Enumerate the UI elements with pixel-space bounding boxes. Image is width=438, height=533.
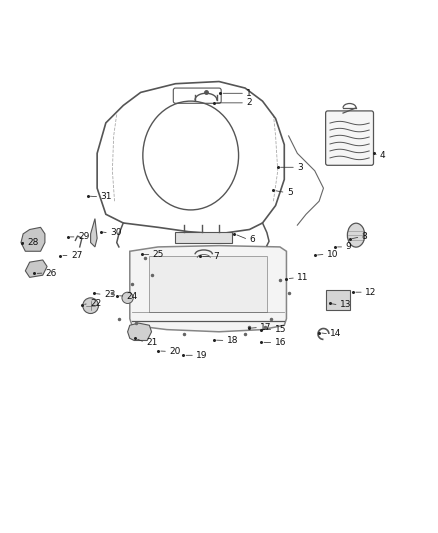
Text: 8: 8 [362, 232, 367, 241]
Ellipse shape [347, 223, 365, 247]
FancyBboxPatch shape [325, 290, 350, 310]
Text: 17: 17 [260, 323, 272, 332]
Text: 21: 21 [146, 338, 158, 347]
Text: 3: 3 [297, 163, 303, 172]
Text: 26: 26 [46, 269, 57, 278]
Text: 22: 22 [90, 299, 102, 308]
Text: 29: 29 [78, 232, 89, 241]
Text: 31: 31 [101, 192, 112, 201]
Text: 2: 2 [247, 99, 252, 107]
PathPatch shape [130, 246, 286, 332]
Text: 10: 10 [327, 250, 339, 259]
Text: 5: 5 [287, 188, 293, 197]
Text: 11: 11 [297, 273, 309, 282]
PathPatch shape [149, 256, 267, 312]
Text: 13: 13 [340, 300, 351, 309]
FancyBboxPatch shape [176, 232, 232, 243]
Circle shape [83, 298, 99, 313]
Text: 7: 7 [213, 252, 219, 261]
Text: 25: 25 [153, 251, 164, 259]
PathPatch shape [25, 260, 47, 277]
Text: 28: 28 [28, 238, 39, 247]
Text: 6: 6 [250, 235, 255, 244]
Text: 24: 24 [127, 292, 138, 301]
Text: 12: 12 [365, 288, 377, 297]
Text: 16: 16 [275, 338, 286, 347]
Text: 19: 19 [196, 351, 208, 360]
PathPatch shape [127, 323, 152, 341]
Text: 1: 1 [247, 89, 252, 98]
Text: 23: 23 [104, 290, 116, 299]
Text: 14: 14 [330, 329, 342, 338]
Text: 30: 30 [110, 229, 122, 238]
Circle shape [122, 292, 133, 303]
PathPatch shape [91, 219, 97, 247]
Text: 27: 27 [71, 251, 82, 260]
Text: 18: 18 [227, 336, 238, 345]
PathPatch shape [21, 228, 45, 251]
FancyBboxPatch shape [325, 111, 374, 165]
Text: 15: 15 [275, 325, 286, 334]
Text: 4: 4 [380, 151, 385, 160]
Text: 9: 9 [346, 243, 351, 252]
Text: 20: 20 [170, 347, 181, 356]
